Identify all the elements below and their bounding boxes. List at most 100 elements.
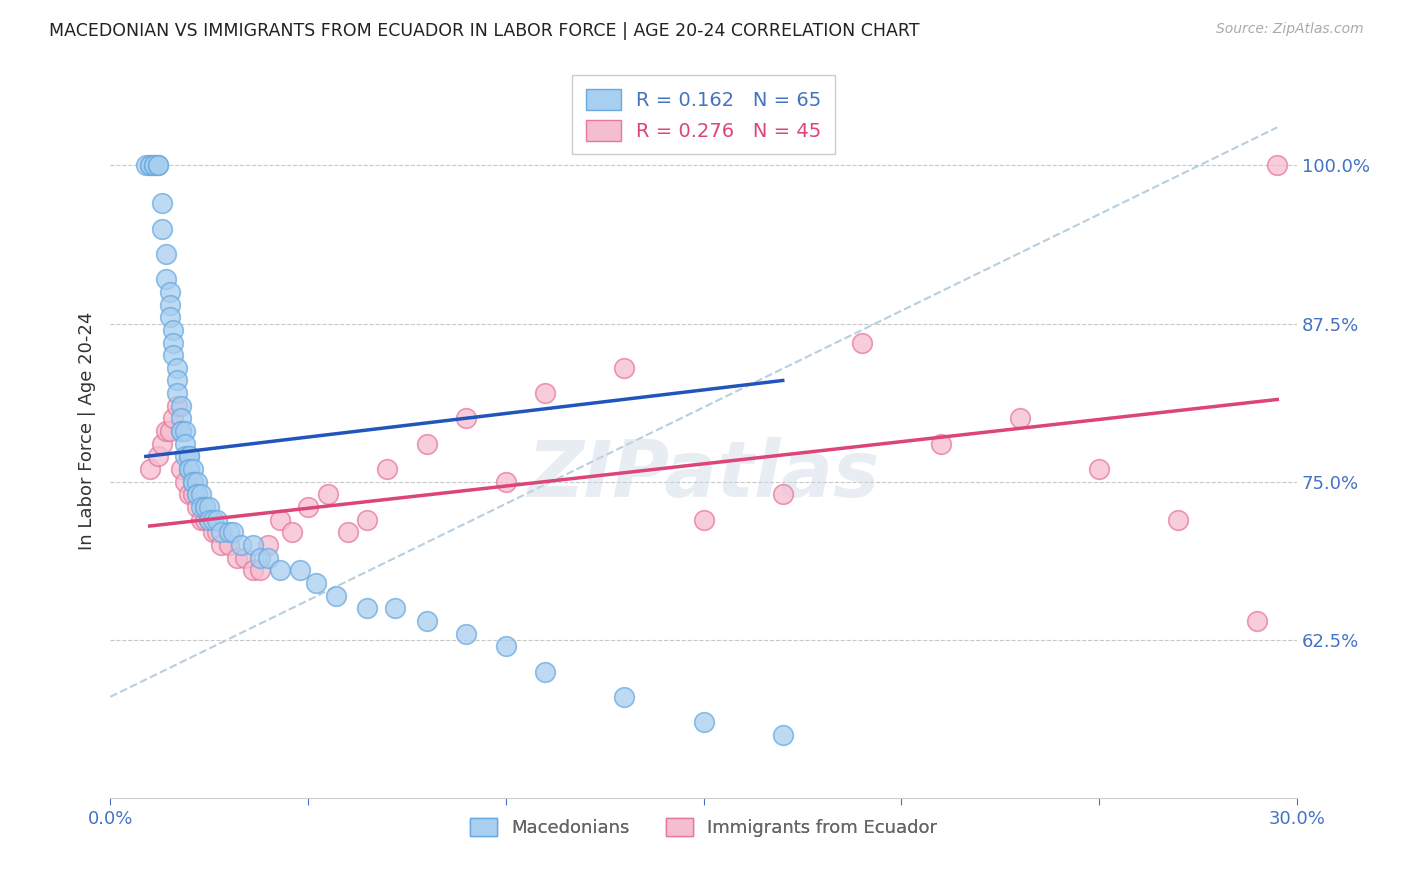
Point bbox=[316, 487, 339, 501]
Point bbox=[198, 513, 221, 527]
Point bbox=[170, 411, 193, 425]
Point bbox=[194, 513, 217, 527]
Point bbox=[179, 487, 201, 501]
Point bbox=[198, 500, 221, 514]
Point bbox=[325, 589, 347, 603]
Point bbox=[181, 462, 204, 476]
Point bbox=[190, 487, 212, 501]
Point bbox=[415, 436, 437, 450]
Point bbox=[225, 550, 247, 565]
Point bbox=[929, 436, 952, 450]
Point bbox=[150, 221, 173, 235]
Point bbox=[194, 500, 217, 514]
Point bbox=[142, 158, 165, 172]
Point bbox=[174, 424, 197, 438]
Point bbox=[181, 475, 204, 489]
Text: ZIPatlas: ZIPatlas bbox=[527, 437, 880, 513]
Point bbox=[281, 525, 304, 540]
Point bbox=[1265, 158, 1288, 172]
Point bbox=[146, 158, 169, 172]
Point bbox=[613, 690, 636, 704]
Point bbox=[138, 158, 160, 172]
Point bbox=[257, 550, 280, 565]
Point bbox=[384, 601, 406, 615]
Point bbox=[772, 728, 794, 742]
Point bbox=[194, 500, 217, 514]
Point bbox=[375, 462, 398, 476]
Point bbox=[249, 563, 271, 577]
Point bbox=[222, 525, 245, 540]
Point bbox=[135, 158, 157, 172]
Point bbox=[534, 665, 557, 679]
Point bbox=[179, 450, 201, 464]
Text: MACEDONIAN VS IMMIGRANTS FROM ECUADOR IN LABOR FORCE | AGE 20-24 CORRELATION CHA: MACEDONIAN VS IMMIGRANTS FROM ECUADOR IN… bbox=[49, 22, 920, 40]
Point bbox=[202, 513, 225, 527]
Point bbox=[415, 614, 437, 628]
Point bbox=[155, 424, 177, 438]
Point bbox=[166, 399, 188, 413]
Point bbox=[269, 563, 291, 577]
Point bbox=[1010, 411, 1032, 425]
Point bbox=[297, 500, 319, 514]
Point bbox=[249, 550, 271, 565]
Point bbox=[170, 424, 193, 438]
Point bbox=[495, 640, 517, 654]
Point bbox=[170, 424, 193, 438]
Point bbox=[218, 525, 240, 540]
Point bbox=[174, 475, 197, 489]
Point bbox=[205, 525, 228, 540]
Point bbox=[1246, 614, 1268, 628]
Point bbox=[190, 513, 212, 527]
Point bbox=[186, 487, 208, 501]
Point bbox=[150, 196, 173, 211]
Point bbox=[1088, 462, 1111, 476]
Point bbox=[174, 436, 197, 450]
Text: Source: ZipAtlas.com: Source: ZipAtlas.com bbox=[1216, 22, 1364, 37]
Point bbox=[142, 158, 165, 172]
Legend: Macedonians, Immigrants from Ecuador: Macedonians, Immigrants from Ecuador bbox=[463, 810, 945, 844]
Point bbox=[159, 310, 181, 325]
Point bbox=[534, 386, 557, 401]
Point bbox=[166, 360, 188, 375]
Point bbox=[209, 525, 232, 540]
Point bbox=[692, 513, 714, 527]
Point bbox=[170, 399, 193, 413]
Point bbox=[162, 411, 184, 425]
Point bbox=[456, 411, 478, 425]
Point bbox=[190, 500, 212, 514]
Y-axis label: In Labor Force | Age 20-24: In Labor Force | Age 20-24 bbox=[79, 312, 96, 550]
Point bbox=[257, 538, 280, 552]
Point bbox=[692, 715, 714, 730]
Point bbox=[1167, 513, 1189, 527]
Point bbox=[202, 525, 225, 540]
Point bbox=[242, 563, 264, 577]
Point bbox=[772, 487, 794, 501]
Point bbox=[456, 626, 478, 640]
Point bbox=[242, 538, 264, 552]
Point bbox=[179, 462, 201, 476]
Point bbox=[150, 436, 173, 450]
Point bbox=[356, 513, 378, 527]
Point bbox=[155, 247, 177, 261]
Point bbox=[159, 285, 181, 299]
Point bbox=[229, 538, 252, 552]
Point bbox=[166, 386, 188, 401]
Point bbox=[138, 158, 160, 172]
Point bbox=[186, 500, 208, 514]
Point bbox=[209, 538, 232, 552]
Point bbox=[162, 323, 184, 337]
Point bbox=[356, 601, 378, 615]
Point bbox=[495, 475, 517, 489]
Point bbox=[186, 475, 208, 489]
Point bbox=[166, 374, 188, 388]
Point bbox=[162, 335, 184, 350]
Point bbox=[179, 462, 201, 476]
Point bbox=[233, 550, 256, 565]
Point bbox=[179, 450, 201, 464]
Point bbox=[218, 538, 240, 552]
Point bbox=[162, 348, 184, 362]
Point bbox=[269, 513, 291, 527]
Point bbox=[288, 563, 311, 577]
Point bbox=[336, 525, 359, 540]
Point bbox=[146, 158, 169, 172]
